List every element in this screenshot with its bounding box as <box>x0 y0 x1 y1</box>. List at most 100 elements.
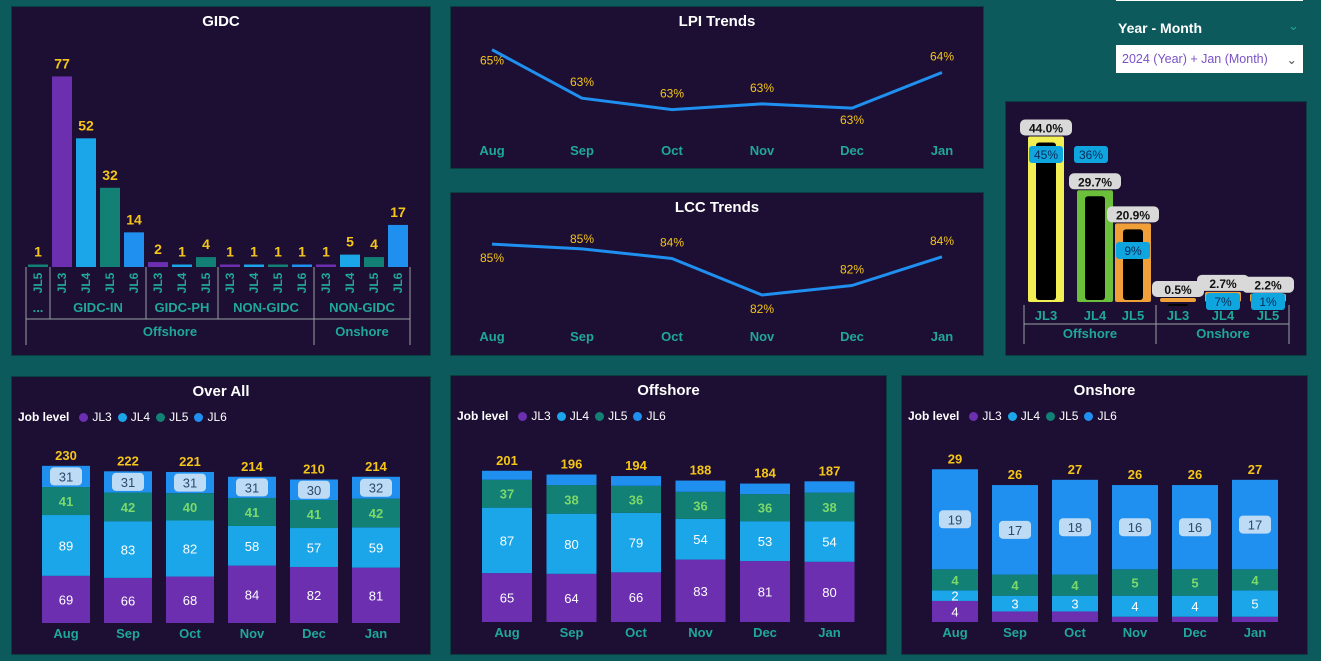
segment-label: 40 <box>183 500 197 515</box>
segment-label-box <box>50 467 82 486</box>
year-month-dropdown[interactable]: 2024 (Year) + Jan (Month) ⌄ <box>1116 45 1303 73</box>
value-label: 20.9% <box>1116 208 1150 222</box>
segment-label: 80 <box>822 585 836 600</box>
total-label: 214 <box>365 459 387 474</box>
value-label: 0.5% <box>1164 283 1192 297</box>
segment-jl4 <box>1112 595 1158 617</box>
segment-jl4 <box>675 518 726 560</box>
segment-label: 41 <box>307 507 321 522</box>
segment-jl3 <box>932 600 978 622</box>
capsule-bar <box>1160 298 1196 302</box>
segment-jl5 <box>992 574 1038 596</box>
total-label: 194 <box>625 458 647 473</box>
value-label-box <box>1069 173 1121 190</box>
value-label: 44.0% <box>1029 122 1063 136</box>
value-label: 2.2% <box>1254 279 1282 293</box>
segment-label: 17 <box>1008 523 1022 538</box>
capsule-inner <box>1036 142 1056 300</box>
inner-label-box <box>1074 146 1108 163</box>
segment-label-box <box>939 510 971 529</box>
data-label: 4 <box>202 236 210 252</box>
inner-label-box <box>1029 146 1063 163</box>
chevron-down-icon: ⌄ <box>1286 52 1297 67</box>
data-label: 82% <box>750 302 774 316</box>
segment-label: 57 <box>307 540 321 555</box>
segment-jl5 <box>482 479 532 508</box>
segment-label-box <box>298 480 330 499</box>
group-label: NON-GIDC <box>233 300 299 315</box>
legend-item: JL5 <box>1059 409 1079 423</box>
inner-label-box <box>1116 242 1150 259</box>
group-label: GIDC-PH <box>155 300 210 315</box>
segment-jl4 <box>290 528 338 567</box>
segment-jl4 <box>804 521 855 562</box>
total-label: 29 <box>948 451 962 466</box>
legend-dot-jl6 <box>633 411 643 421</box>
segment-jl3 <box>804 561 855 622</box>
lcc-panel: LCC Trends Aug 85% Sep 85% Oct 84% Nov 82% Dec 82… <box>450 192 984 356</box>
legend-title: Job level <box>457 409 509 423</box>
data-label: 17 <box>390 204 406 220</box>
segment-jl5 <box>228 497 276 526</box>
x-tick-label: Sep <box>1003 625 1027 640</box>
chevron-down-icon[interactable]: ⌄ <box>1288 18 1299 33</box>
bar-jl4 <box>244 264 264 267</box>
data-label: 82% <box>840 263 864 277</box>
segment-jl3 <box>611 572 661 622</box>
tick-label: JL4 <box>1212 308 1235 323</box>
data-label: 1 <box>322 244 330 260</box>
segment-jl6 <box>546 474 597 486</box>
total-label: 201 <box>496 453 518 468</box>
segment-label: 41 <box>245 505 259 520</box>
x-tick-label: Sep <box>116 626 140 641</box>
segment-jl3 <box>1112 616 1158 622</box>
inner-label: 36% <box>1079 148 1103 162</box>
x-tick-label: Dec <box>1183 625 1207 640</box>
tick-label: JL4 <box>175 272 189 293</box>
segment-jl3 <box>1172 616 1218 622</box>
segment-label-box <box>1239 515 1271 534</box>
segment-label: 83 <box>693 584 707 599</box>
segment-jl6 <box>740 483 790 495</box>
segment-jl6 <box>482 470 532 480</box>
segment-label: 81 <box>369 588 383 603</box>
total-label: 187 <box>819 463 841 478</box>
gidc-chart: 1JL577JL352JL432JL514JL62JL31JL44JL51JL3… <box>25 55 411 345</box>
segment-jl5 <box>1052 574 1098 596</box>
value-label: 2.7% <box>1209 277 1237 291</box>
segment-jl5 <box>42 487 90 516</box>
series-line <box>491 48 943 112</box>
x-tick-label: Sep <box>570 329 594 344</box>
bar-jl3 <box>220 264 240 267</box>
total-label: 222 <box>117 453 139 468</box>
segment-label: 16 <box>1188 520 1202 535</box>
inner-label: 9% <box>1124 244 1142 258</box>
tick-label: JL3 <box>151 272 165 293</box>
total-label: 26 <box>1188 467 1202 482</box>
value-label-box <box>1020 119 1072 136</box>
bar-jl4 <box>172 264 192 267</box>
tick-label: JL6 <box>127 272 141 293</box>
legend-item: JL5 <box>608 409 628 423</box>
segment-label: 37 <box>500 487 514 502</box>
data-label: 5 <box>346 234 354 250</box>
legend-dot-jl5 <box>156 412 166 422</box>
total-label: 27 <box>1248 462 1262 477</box>
segment-label: 36 <box>693 498 707 513</box>
segment-label: 41 <box>59 494 73 509</box>
capsule-inner <box>1123 229 1143 300</box>
bar-jl6 <box>388 224 408 267</box>
segment-label: 31 <box>245 480 259 495</box>
overall-chart: 69 89 41 31 230 Aug 66 83 42 31 222 Sep 68 82 40 31 221 O… <box>42 448 400 641</box>
tick-label: JL5 <box>199 272 213 293</box>
legend-item: JL4 <box>1020 409 1041 423</box>
segment-jl3 <box>675 559 726 622</box>
region-label: Offshore <box>143 324 197 339</box>
segment-label: 36 <box>629 492 643 507</box>
tick-label: JL5 <box>103 272 117 293</box>
segment-jl6 <box>804 481 855 493</box>
legend-title: Job level <box>18 410 70 424</box>
chart-title: LCC Trends <box>674 199 760 216</box>
total-label: 196 <box>561 457 583 472</box>
data-label: 32 <box>102 167 118 183</box>
